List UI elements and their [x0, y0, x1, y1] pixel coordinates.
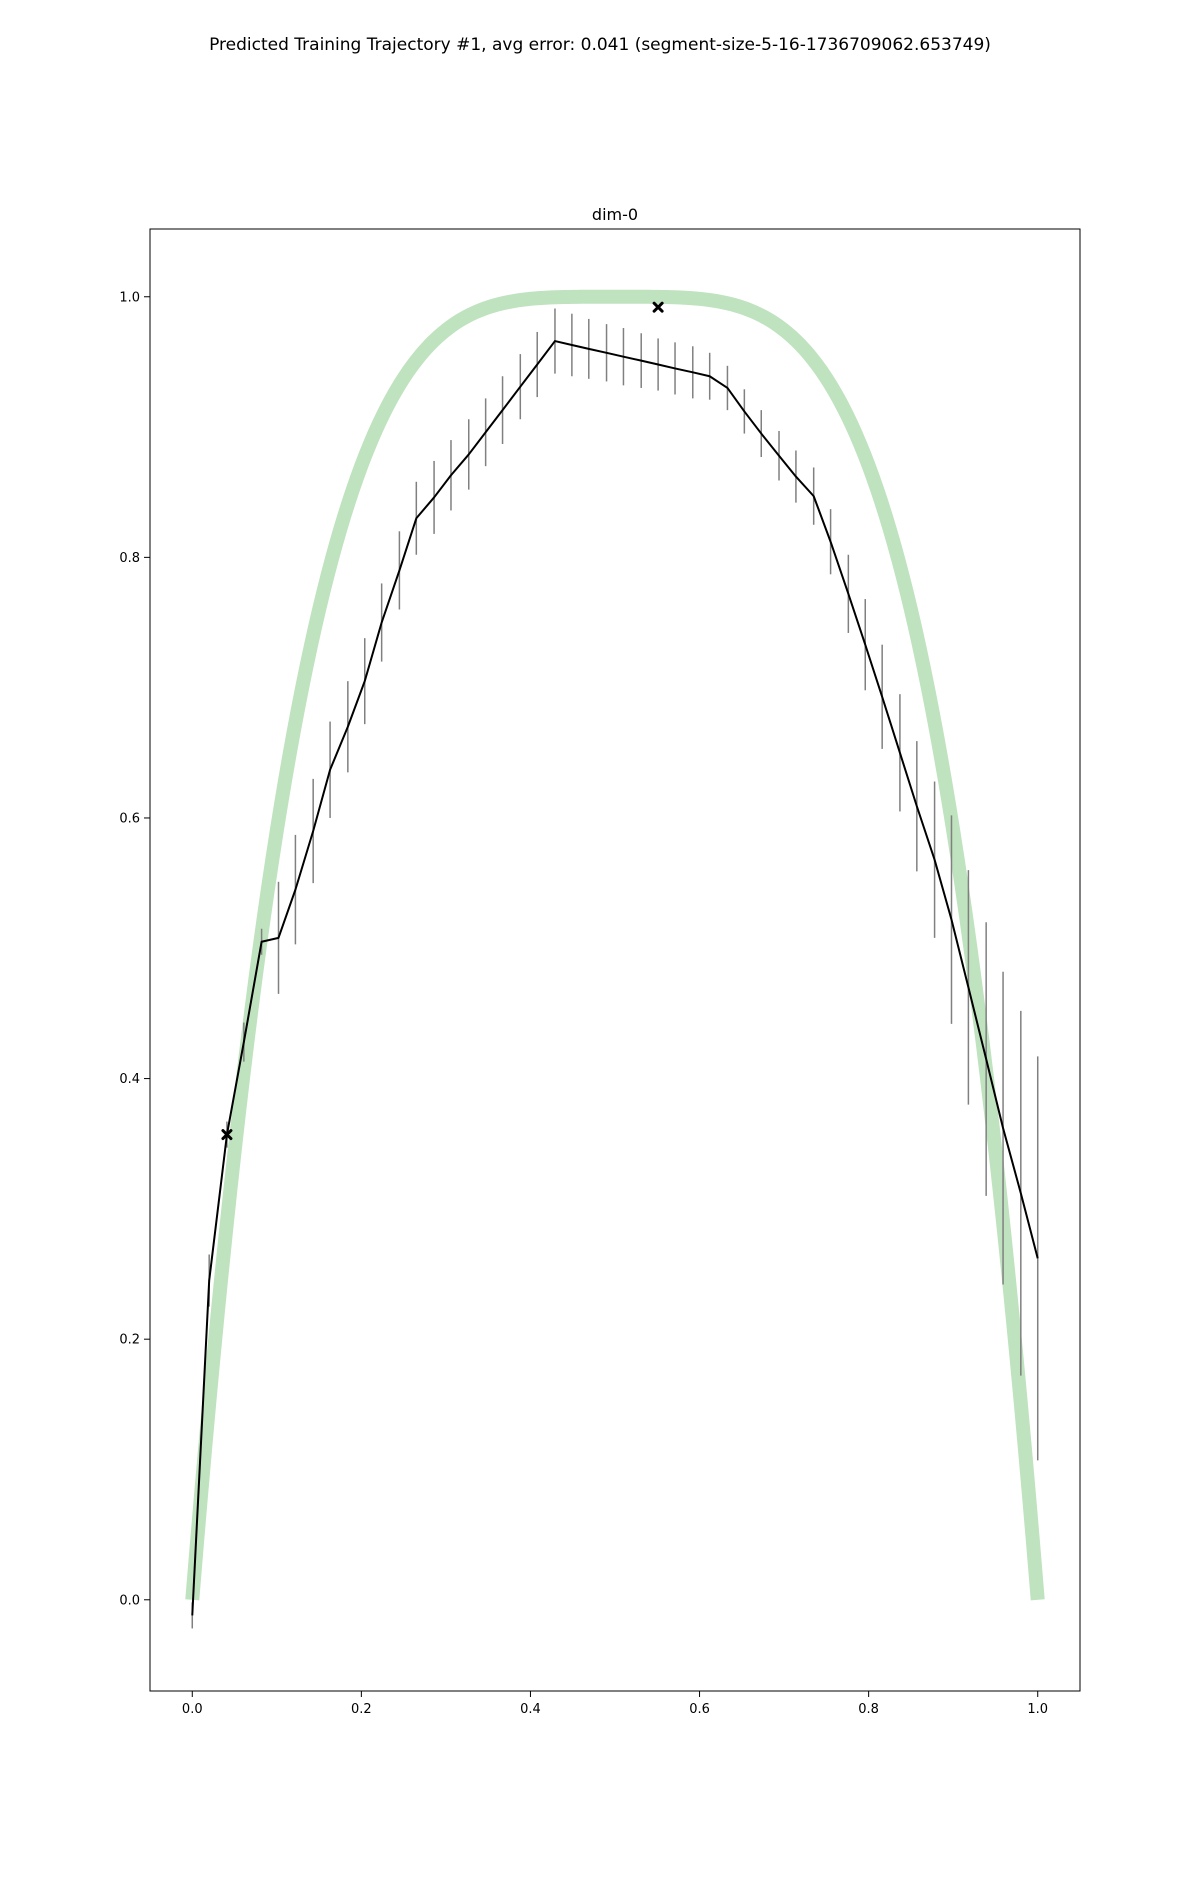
- x-marker: [652, 301, 664, 313]
- y-tick-label: 0.2: [119, 1333, 140, 1348]
- prediction-line: [191, 340, 1039, 1616]
- x-tick-label: 0.4: [520, 1702, 541, 1717]
- y-tick-label: 1.0: [119, 290, 140, 305]
- y-tick-label: 0.4: [119, 1072, 140, 1087]
- plot-frame: [149, 228, 1081, 1692]
- x-tick-label: 0.8: [858, 1702, 879, 1717]
- y-axis: 0.0 0.2 0.4 0.6 0.8 1.0: [119, 290, 150, 1608]
- x-marker: [221, 1129, 233, 1141]
- x-tick-label: 0.2: [351, 1702, 372, 1717]
- x-tick-label: 1.0: [1027, 1702, 1048, 1717]
- x-tick-label: 0.0: [182, 1702, 203, 1717]
- ground-truth-layer: [185, 289, 1045, 1601]
- y-tick-label: 0.8: [119, 551, 140, 566]
- prediction-layer: [191, 340, 1039, 1616]
- errorbar-layer: [191, 308, 1039, 1629]
- figure-suptitle: Predicted Training Trajectory #1, avg er…: [209, 35, 991, 55]
- axes-title: dim-0: [592, 205, 638, 224]
- x-tick-label: 0.6: [689, 1702, 710, 1717]
- marker-layer: [221, 301, 664, 1141]
- y-tick-label: 0.6: [119, 811, 140, 826]
- x-axis: 0.0 0.2 0.4 0.6 0.8 1.0: [182, 1691, 1048, 1717]
- y-tick-label: 0.0: [119, 1593, 140, 1608]
- ground-truth-line: [185, 289, 1045, 1601]
